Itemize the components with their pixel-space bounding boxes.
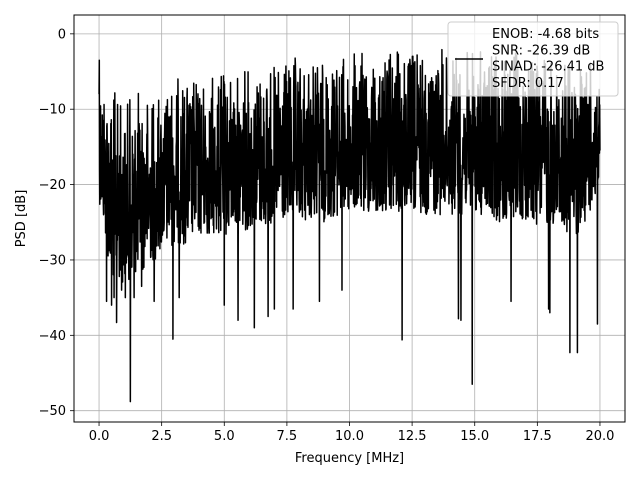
y-axis-label: PSD [dB] bbox=[14, 190, 29, 248]
x-axis-ticks: 0.0 2.5 5.0 7.5 10.0 12.5 15.0 17.5 20.0 bbox=[89, 422, 614, 444]
x-tick-label: 7.5 bbox=[277, 429, 298, 444]
legend-label: ENOB: -4.68 bits SNR: -26.39 dB SINAD: -26… bbox=[492, 27, 604, 91]
x-axis-label: Frequency [MHz] bbox=[295, 451, 404, 466]
y-tick-label: −10 bbox=[39, 103, 66, 118]
x-tick-label: 5.0 bbox=[214, 429, 235, 444]
x-tick-label: 15.0 bbox=[460, 429, 489, 444]
x-tick-label: 20.0 bbox=[585, 429, 614, 444]
y-tick-label: 0 bbox=[58, 27, 66, 42]
x-tick-label: 17.5 bbox=[523, 429, 552, 444]
x-tick-label: 2.5 bbox=[151, 429, 172, 444]
legend-box bbox=[447, 21, 619, 97]
x-tick-label: 10.0 bbox=[335, 429, 364, 444]
y-axis-ticks: 0 −10 −20 −30 −40 −50 bbox=[39, 27, 74, 419]
x-tick-label: 12.5 bbox=[398, 429, 427, 444]
y-tick-label: −30 bbox=[39, 253, 66, 268]
legend-entry-text: ENOB: -4.68 bits SNR: -26.39 dB SINAD: -26… bbox=[492, 27, 604, 91]
x-tick-label: 0.0 bbox=[89, 429, 110, 444]
legend: ENOB: -4.68 bits SNR: -26.39 dB SINAD: -26… bbox=[447, 21, 619, 97]
y-tick-label: −40 bbox=[39, 329, 66, 344]
y-tick-label: −20 bbox=[39, 178, 66, 193]
y-tick-label: −50 bbox=[39, 404, 66, 419]
